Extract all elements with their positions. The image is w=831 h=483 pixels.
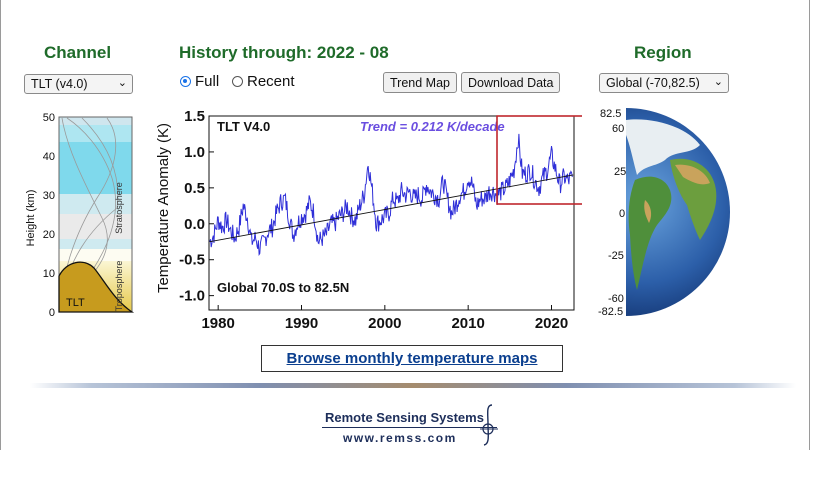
stratosphere-label: Stratosphere <box>114 182 124 234</box>
footer-divider <box>322 427 497 428</box>
diagram-y-ticks: 50 40 30 20 10 0 <box>43 112 55 319</box>
region-heading: Region <box>634 43 692 62</box>
anomaly-series-line <box>209 133 573 256</box>
history-heading: History through: 2022 - 08 <box>179 43 389 62</box>
lat-label: -25 <box>608 250 624 262</box>
y-tick-label: 0.5 <box>184 180 205 197</box>
region-globe: 82.5 60 25 0 -25 -60 -82.5 <box>598 108 730 318</box>
trend-line <box>209 174 574 243</box>
tlt-weight-label: TLT <box>66 297 85 309</box>
diagram-tick: 20 <box>43 229 55 241</box>
footer-company-name: Remote Sensing Systems <box>325 410 484 425</box>
y-tick-label: 0.0 <box>184 216 205 233</box>
footer-url[interactable]: www.remss.com <box>343 431 457 445</box>
region-select[interactable]: Global (-70,82.5) ⌄ <box>599 73 729 93</box>
y-tick-label: 1.0 <box>184 144 205 161</box>
recent-period-highlight <box>496 115 582 205</box>
channel-weighting-diagram: 50 40 30 20 10 0 Height (km) Stratospher… <box>25 112 135 319</box>
latitude-labels: 82.5 60 25 0 -25 -60 -82.5 <box>598 108 626 318</box>
x-tick-label: 2020 <box>535 315 568 330</box>
radio-unchecked-icon <box>232 76 243 87</box>
lat-label: 0 <box>619 208 625 220</box>
x-tick-label: 2010 <box>451 315 484 330</box>
troposphere-label: Troposphere <box>114 261 124 312</box>
page-frame <box>0 0 810 450</box>
diagram-tick: 30 <box>43 190 55 202</box>
download-data-button[interactable]: Download Data <box>461 72 561 93</box>
x-tick-label: 1990 <box>285 315 318 330</box>
y-tick-label: 1.5 <box>184 108 205 125</box>
radio-full-label: Full <box>195 73 220 90</box>
plot-area <box>208 115 575 311</box>
radio-full[interactable]: Full <box>180 73 219 90</box>
diagram-tick: 10 <box>43 268 55 280</box>
lat-label: 25 <box>614 166 626 178</box>
channel-select-value: TLT (v4.0) <box>31 77 88 91</box>
y-axis-label: Temperature Anomaly (K) <box>155 123 172 293</box>
lat-label: -82.5 <box>598 306 623 318</box>
trend-map-button[interactable]: Trend Map <box>383 72 457 93</box>
radio-checked-icon <box>180 76 191 87</box>
y-tick-label: -1.0 <box>179 288 205 305</box>
x-tick-label: 2000 <box>368 315 401 330</box>
diagram-tick: 0 <box>49 307 55 319</box>
rss-logo-icon <box>480 404 498 446</box>
x-tick-label: 1980 <box>201 315 234 330</box>
browse-maps-link[interactable]: Browse monthly temperature maps <box>261 345 563 372</box>
diagram-tick: 50 <box>43 112 55 124</box>
region-text: Global 70.0S to 82.5N <box>217 280 349 295</box>
temperature-anomaly-chart: 1.5 1.0 0.5 0.0 -0.5 -1.0 1980 1990 2000 2010 202… <box>155 108 582 330</box>
radio-recent[interactable]: Recent <box>232 73 295 90</box>
channel-heading: Channel <box>44 43 112 62</box>
chevron-down-icon: ⌄ <box>117 77 127 89</box>
diagram-tick: 40 <box>43 151 55 163</box>
radio-recent-label: Recent <box>247 73 295 90</box>
y-tick-label: -0.5 <box>179 252 205 269</box>
region-select-value: Global (-70,82.5) <box>606 76 700 90</box>
decorative-band <box>30 383 796 388</box>
series-label: TLT V4.0 <box>217 119 270 134</box>
lat-label: 82.5 <box>600 108 621 120</box>
diagram-y-label: Height (km) <box>25 190 37 247</box>
chevron-down-icon: ⌄ <box>713 76 723 88</box>
lat-label: 60 <box>612 123 624 135</box>
trend-text: Trend = 0.212 K/decade <box>360 119 505 134</box>
channel-select[interactable]: TLT (v4.0) ⌄ <box>24 74 133 94</box>
lat-label: -60 <box>608 293 624 305</box>
